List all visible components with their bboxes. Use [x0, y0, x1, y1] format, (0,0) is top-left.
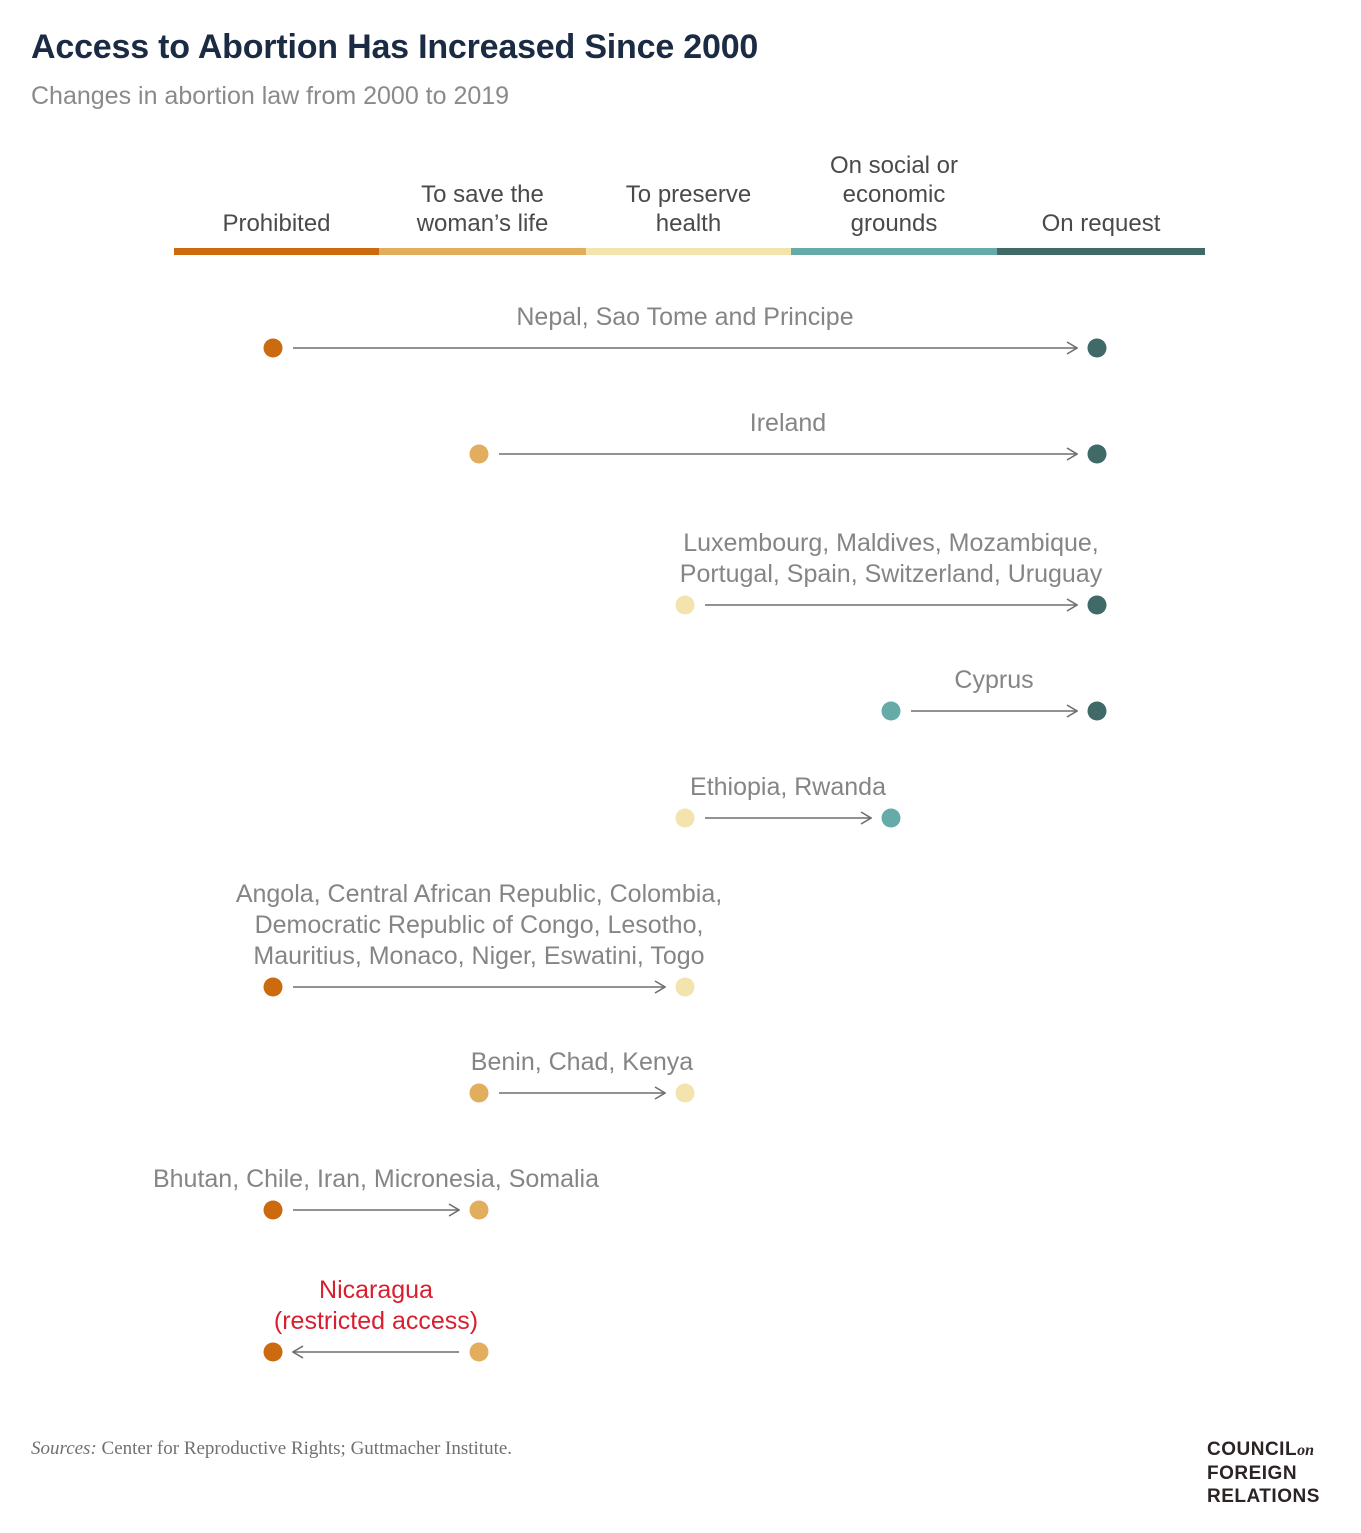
row-country-label: Democratic Republic of Congo, Lesotho, [255, 911, 704, 939]
from-dot [263, 338, 283, 358]
category-bar [586, 248, 791, 255]
row-country-label: Portugal, Spain, Switzerland, Uruguay [680, 560, 1103, 588]
row-country-label: Ireland [750, 409, 826, 437]
to-dot [469, 1200, 489, 1220]
row-country-label: Nicaragua [319, 1276, 433, 1304]
to-dot [675, 1083, 695, 1103]
logo-on: on [1297, 1442, 1314, 1459]
to-dot [881, 808, 901, 828]
category-bar [791, 248, 997, 255]
from-dot [881, 701, 901, 721]
row-country-label: Nepal, Sao Tome and Principe [516, 303, 853, 331]
from-dot [263, 1200, 283, 1220]
row-country-label: Benin, Chad, Kenya [471, 1048, 693, 1076]
category-bar [379, 248, 586, 255]
logo-line-1: COUNCIL [1207, 1439, 1298, 1460]
logo-line-3: RELATIONS [1207, 1486, 1320, 1507]
category-label: On request [1041, 210, 1161, 237]
from-dot [675, 808, 695, 828]
row-country-label: Cyprus [954, 666, 1033, 694]
to-dot [263, 1342, 283, 1362]
to-dot [1087, 595, 1107, 615]
from-dot [675, 595, 695, 615]
from-dot [263, 977, 283, 997]
to-dot [675, 977, 695, 997]
cfr-logo: COUNCILon FOREIGN RELATIONS [1207, 1438, 1320, 1508]
category-bar [174, 248, 379, 255]
logo-line-2: FOREIGN [1207, 1463, 1298, 1484]
from-dot [469, 444, 489, 464]
to-dot [1087, 338, 1107, 358]
category-label: To save the woman’s life [416, 181, 549, 237]
category-bar [997, 248, 1205, 255]
row-country-label: Ethiopia, Rwanda [690, 773, 886, 801]
row-country-label: Mauritius, Monaco, Niger, Eswatini, Togo [253, 942, 704, 970]
row-country-label: Bhutan, Chile, Iran, Micronesia, Somalia [153, 1165, 599, 1193]
chart-title: Access to Abortion Has Increased Since 2… [31, 28, 759, 66]
to-dot [1087, 701, 1107, 721]
category-label: To preserve health [625, 181, 752, 237]
to-dot [1087, 444, 1107, 464]
sources-text: Center for Reproductive Rights; Guttmach… [96, 1438, 513, 1459]
sources-label: Sources: [31, 1438, 97, 1459]
sources-note: Sources: Center for Reproductive Rights;… [31, 1438, 512, 1460]
chart-subtitle: Changes in abortion law from 2000 to 201… [31, 82, 510, 110]
from-dot [469, 1342, 489, 1362]
from-dot [469, 1083, 489, 1103]
row-country-label: Luxembourg, Maldives, Mozambique, [683, 529, 1098, 557]
row-country-label: Angola, Central African Republic, Colomb… [236, 880, 722, 908]
category-label: Prohibited [222, 210, 331, 237]
category-label: On social or economic grounds [829, 152, 959, 237]
row-country-label: (restricted access) [274, 1307, 478, 1335]
